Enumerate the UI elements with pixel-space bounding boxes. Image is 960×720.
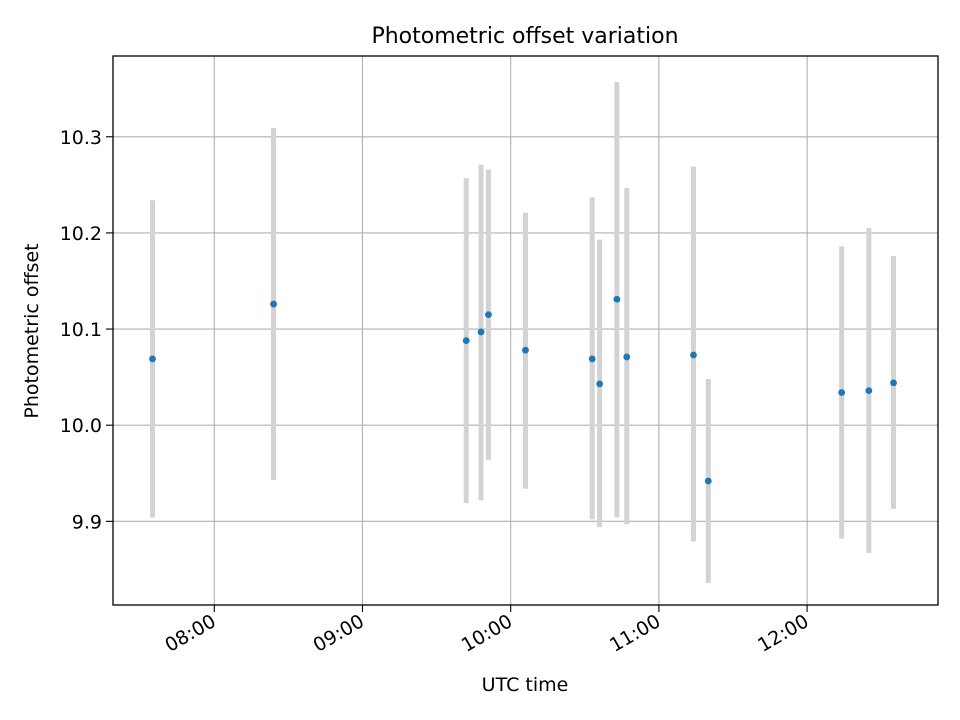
x-axis-label: UTC time (482, 674, 569, 696)
chart-title: Photometric offset variation (371, 24, 678, 49)
y-tick-label: 10.3 (60, 127, 102, 149)
data-point (623, 353, 631, 361)
data-point (522, 346, 529, 354)
data-point (704, 477, 712, 485)
data-point (270, 300, 277, 308)
y-axis-label: Photometric offset (21, 243, 43, 418)
y-tick-label: 10.0 (60, 415, 102, 437)
data-point (462, 337, 470, 344)
data-point (485, 311, 492, 319)
data-point (613, 295, 621, 303)
data-point (596, 380, 604, 388)
plot-frame (112, 55, 939, 606)
y-axis: 9.9 10.0 10.1 10.2 10.3 (60, 127, 113, 533)
grid (113, 56, 938, 605)
data-point (477, 328, 485, 336)
data-point (865, 387, 873, 394)
y-tick-label: 10.2 (60, 223, 102, 245)
y-tick-label: 10.1 (60, 319, 102, 341)
data-point (690, 351, 697, 359)
data-points (149, 295, 897, 485)
y-tick-label: 9.9 (72, 511, 102, 533)
data-point (890, 379, 897, 387)
data-point (588, 355, 596, 363)
data-point (838, 389, 846, 396)
data-point (149, 355, 156, 363)
